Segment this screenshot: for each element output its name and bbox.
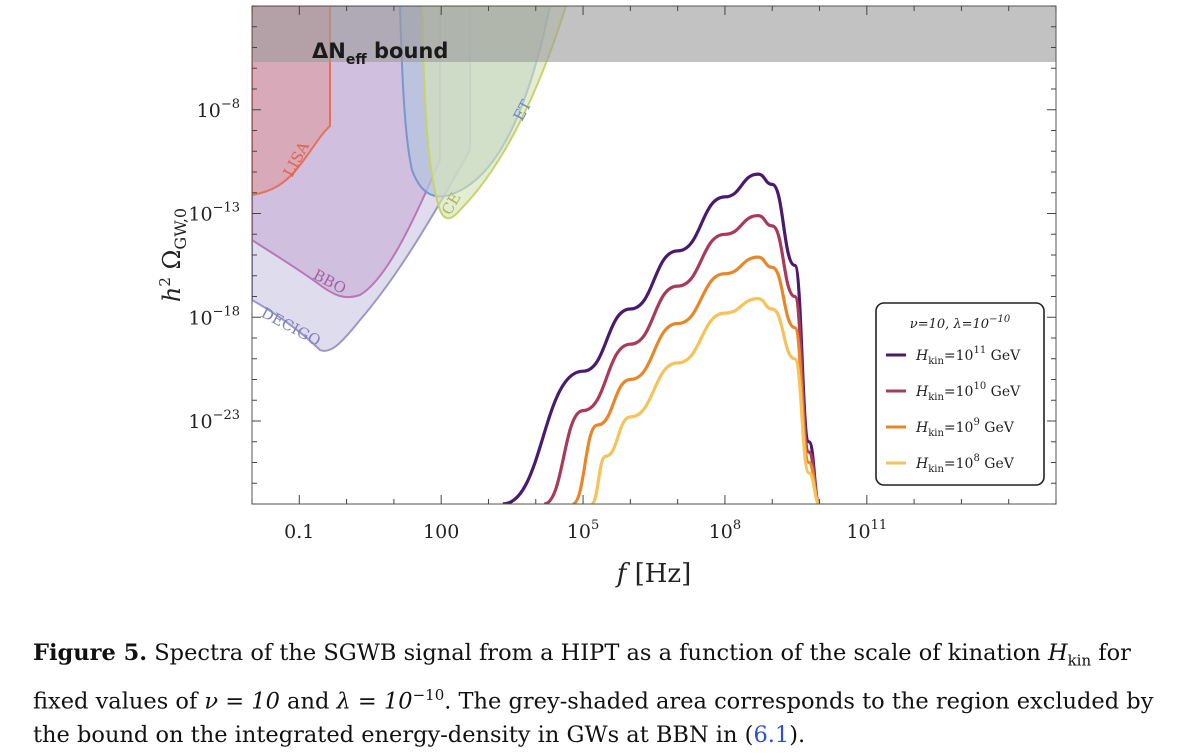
legend-entry-label: Hkin=1011 GeV [915,345,1021,367]
x-tick-label: 0.1 [284,521,314,543]
legend-entry-label: Hkin=108 GeV [915,453,1015,475]
x-tick-label: 105 [567,518,599,543]
axes: 0.1 100 105 108 1011 10−8 10−13 10−18 10−23 [188,5,1057,543]
figure-plot: ΔNeff bound LISA BBO DECIGO ET CE 0.1 100… [156,5,1057,589]
y-tick-label: 10−18 [188,304,240,329]
caption-lambda-exp: −10 [412,685,445,704]
x-tick-label: 1011 [846,518,887,543]
legend: ν=10, λ=10−10 Hkin=1011 GeV Hkin=1010 GeV… [875,302,1045,486]
x-tick-label: 100 [423,521,459,543]
x-axis-label: f [Hz] [615,559,692,589]
caption-nu: ν = 10 [204,688,280,714]
y-tick-label: 10−13 [188,201,240,226]
caption-hkin: H [1047,640,1068,666]
caption-label: Figure 5. [33,640,148,666]
y-tick-label: 10−8 [197,97,240,122]
equation-reference-link[interactable]: 6.1 [753,722,790,748]
caption-text-d: . The grey-shaded area corresponds to th… [33,688,1154,748]
caption-text-e: ). [789,722,806,748]
x-tick-label: 108 [709,518,741,543]
y-tick-label: 10−23 [188,408,240,433]
spectra-curves [502,172,822,504]
neff-bound-label: ΔNeff bound [312,39,448,68]
caption-text-a: Spectra of the SGWB signal from a HIPT a… [147,640,1048,666]
y-axis-label: h2 ΩGW,0 [156,208,190,302]
neff-bound-region [252,6,1056,62]
caption-text-c: and [279,688,337,714]
legend-entry-label: Hkin=109 GeV [915,417,1015,439]
figure-caption: Figure 5. Spectra of the SGWB signal fro… [33,636,1173,752]
caption-lambda: λ = 10 [336,688,413,714]
legend-entry-label: Hkin=1010 GeV [915,381,1021,403]
legend-box [875,302,1045,486]
spectrum-line-3 [571,255,822,504]
spectrum-line-4 [589,297,822,504]
legend-title: ν=10, λ=10−10 [910,314,1011,332]
caption-text-b: for fixed values of [33,640,1131,714]
caption-hkin-sub: kin [1067,651,1092,670]
